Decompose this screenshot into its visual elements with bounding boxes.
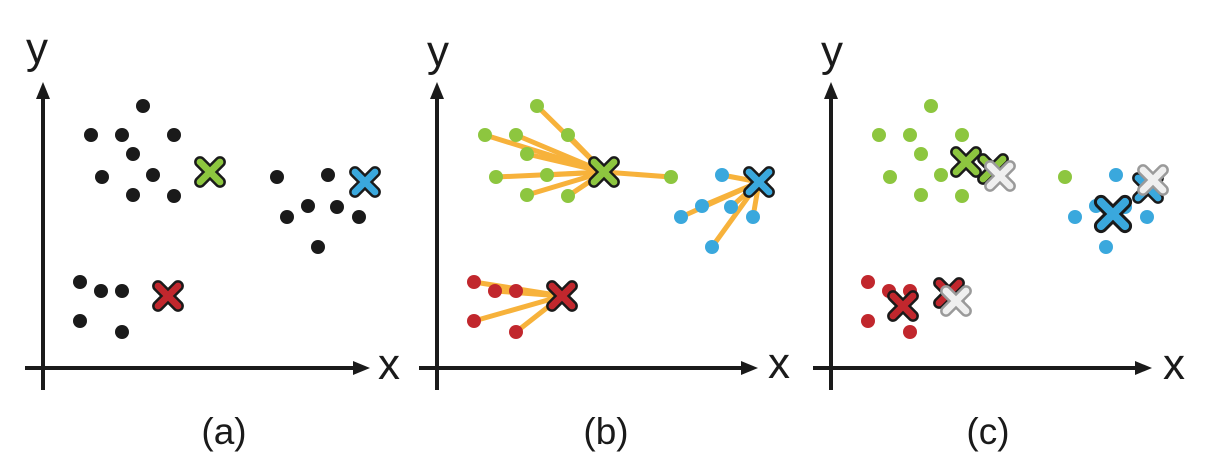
centroid-blue-x-icon (745, 168, 773, 196)
centroid-red-x-icon (154, 282, 182, 310)
data-point-green (664, 170, 678, 184)
x-axis-label: x (378, 340, 400, 389)
data-point-black (146, 168, 160, 182)
data-point-blue (724, 200, 738, 214)
centroid-blue-x-icon (1096, 197, 1130, 231)
old-centroid-green-gray-x-icon (986, 162, 1014, 190)
data-point-black (167, 189, 181, 203)
data-point-green (914, 147, 928, 161)
assignment-edge-green (601, 169, 674, 180)
data-point-blue (674, 210, 688, 224)
data-point-green (520, 188, 534, 202)
centroid-blue-x-icon (351, 168, 379, 196)
data-point-black (73, 275, 87, 289)
old-centroid-blue-gray-x-icon (1139, 166, 1167, 194)
data-point-black (167, 128, 181, 142)
data-point-black (94, 284, 108, 298)
x-axis-label: x (1163, 340, 1185, 389)
data-point-blue (1099, 240, 1113, 254)
data-point-red (488, 284, 502, 298)
panel-b: yx (419, 27, 790, 390)
data-point-black (311, 240, 325, 254)
data-point-red (903, 325, 917, 339)
y-axis-label: y (26, 24, 48, 73)
data-points (73, 99, 366, 339)
data-point-blue (705, 240, 719, 254)
data-point-green (955, 128, 969, 142)
data-point-black (115, 325, 129, 339)
x-axis-arrowhead-icon (1135, 361, 1152, 375)
assignment-edge-red (471, 293, 565, 324)
data-point-green (509, 128, 523, 142)
panel-c-caption: (c) (966, 411, 1009, 452)
data-point-green (883, 170, 897, 184)
x-axis-arrowhead-icon (741, 361, 758, 375)
panel-captions: (a) (b) (c) (201, 411, 1009, 452)
assignment-edge-green (513, 132, 607, 175)
old-centroid-red-gray-x-icon (942, 287, 970, 315)
x-axis-label: x (768, 339, 790, 388)
data-point-red (861, 275, 875, 289)
panel-a-caption: (a) (201, 411, 246, 452)
data-point-black (126, 147, 140, 161)
data-point-green (561, 128, 575, 142)
data-point-black (84, 128, 98, 142)
data-point-green (540, 168, 554, 182)
data-point-blue (695, 199, 709, 213)
panel-b-caption: (b) (583, 411, 628, 452)
centroid-green-x-icon (590, 158, 618, 186)
assignment-edge-green (524, 151, 607, 175)
y-axis-arrowhead-icon (36, 82, 50, 99)
assignment-edge-green (524, 169, 607, 198)
data-point-green (955, 189, 969, 203)
panel-c: yx (813, 27, 1185, 390)
data-point-black (126, 188, 140, 202)
data-point-black (270, 170, 284, 184)
data-point-red (467, 314, 481, 328)
data-point-blue (746, 210, 760, 224)
data-point-black (115, 284, 129, 298)
data-point-blue (715, 168, 729, 182)
data-point-red (467, 275, 481, 289)
data-point-green (914, 188, 928, 202)
data-point-green (520, 147, 534, 161)
data-point-green (478, 128, 492, 142)
y-axis-arrowhead-icon (824, 82, 838, 99)
data-point-green (872, 128, 886, 142)
data-point-black (321, 168, 335, 182)
data-point-red (509, 325, 523, 339)
data-point-blue (1140, 210, 1154, 224)
y-axis-arrowhead-icon (430, 82, 444, 99)
centroid-red-x-icon (889, 292, 917, 320)
y-axis-label: y (427, 27, 449, 76)
data-point-black (95, 170, 109, 184)
data-point-red (509, 284, 523, 298)
centroid-green-x-icon (196, 158, 224, 186)
data-point-black (301, 199, 315, 213)
centroid-red-x-icon (548, 282, 576, 310)
data-point-blue (1068, 210, 1082, 224)
data-point-green (903, 128, 917, 142)
data-point-black (330, 200, 344, 214)
data-point-green (924, 99, 938, 113)
data-points (467, 99, 760, 339)
x-axis-arrowhead-icon (353, 361, 370, 375)
data-point-blue (1109, 168, 1123, 182)
data-point-green (530, 99, 544, 113)
data-point-black (136, 99, 150, 113)
panel-a: yx (25, 24, 400, 390)
data-point-black (115, 128, 129, 142)
data-point-black (73, 314, 87, 328)
data-point-green (934, 168, 948, 182)
data-point-green (561, 189, 575, 203)
data-point-black (280, 210, 294, 224)
y-axis-label: y (821, 27, 843, 76)
data-point-green (489, 170, 503, 184)
centroid-green-x-icon (952, 148, 980, 176)
data-point-green (1058, 170, 1072, 184)
data-point-red (861, 314, 875, 328)
data-point-black (352, 210, 366, 224)
